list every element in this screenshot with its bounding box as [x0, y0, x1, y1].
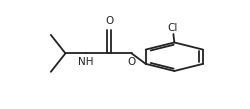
- Text: O: O: [105, 16, 113, 26]
- Text: Cl: Cl: [166, 23, 177, 33]
- Text: NH: NH: [78, 57, 93, 67]
- Text: O: O: [127, 57, 135, 67]
